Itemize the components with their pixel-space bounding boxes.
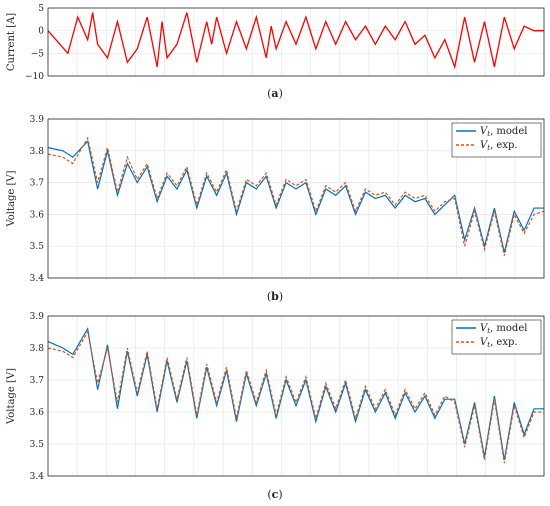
panel-c-ylabel: Voltage [V]: [6, 368, 17, 425]
panel-c: 3.9 3.8 3.7 3.6 3.5 3.4 Voltage [V] Vt, model…: [6, 312, 545, 501]
panel-b-ytick-label: 3.4: [30, 274, 45, 284]
panel-a-ytick-label: 0: [38, 27, 44, 37]
panel-a-label: (a): [267, 87, 283, 100]
panel-b-ytick-label: 3.7: [30, 179, 45, 189]
panel-b-model-line: [47, 140, 544, 253]
panel-c-ytick-label: 3.8: [30, 344, 45, 354]
panel-b-legend: Vt, model Vt, exp.: [451, 122, 542, 158]
panel-c-yticks: 3.9 3.8 3.7 3.6 3.5 3.4: [30, 312, 45, 482]
panel-b-ylabel: Voltage [V]: [6, 170, 17, 227]
panel-b-ytick-label: 3.5: [30, 242, 45, 252]
panel-b-ytick-label: 3.6: [30, 210, 45, 220]
panel-a-yticks: 5 0 −5 −10: [25, 4, 44, 82]
panel-a-ytick-label: 5: [38, 4, 44, 14]
panel-b-legend-box: [451, 122, 542, 158]
panel-c-ytick-label: 3.4: [30, 472, 45, 482]
panel-a-ylabel: Current [A]: [6, 13, 17, 71]
panel-b-ytick-label: 3.8: [30, 147, 45, 157]
panel-b-axes-box: [47, 118, 545, 279]
panel-a-current-line: [47, 12, 544, 70]
panel-a-ytick-label: −10: [25, 72, 44, 82]
panel-a-axes-box: [47, 7, 545, 77]
panel-b-yticks: 3.9 3.8 3.7 3.6 3.5 3.4: [30, 115, 45, 284]
panel-c-model-line: [47, 327, 544, 461]
panel-c-label: (c): [267, 488, 282, 501]
panel-c-legend-model-label: Vt, model: [480, 323, 527, 335]
panel-b-exp-line: [47, 136, 545, 256]
panel-a: 5 0 −5 −10 Current [A] (a): [6, 4, 545, 100]
panel-c-exp-line: [47, 330, 544, 464]
panel-a-ytick-label: −5: [31, 49, 45, 59]
panel-b-ytick-label: 3.9: [30, 115, 45, 125]
panel-c-legend-exp-label: Vt, exp.: [480, 337, 518, 349]
panel-c-ytick-label: 3.9: [30, 312, 45, 322]
panel-c-axes-box: [47, 315, 545, 477]
panel-b-label: (b): [267, 290, 283, 303]
panel-c-ytick-label: 3.7: [30, 376, 45, 386]
panel-b: 3.9 3.8 3.7 3.6 3.5 3.4 Voltage [V] Vt, model…: [6, 115, 545, 303]
panel-c-legend-box: [451, 319, 542, 355]
panel-c-ytick-label: 3.5: [30, 440, 45, 450]
panel-c-legend: Vt, model Vt, exp.: [451, 319, 542, 355]
panel-c-ytick-label: 3.6: [30, 408, 45, 418]
panel-b-legend-exp-label: Vt, exp.: [480, 140, 518, 152]
panel-b-legend-model-label: Vt, model: [480, 126, 527, 138]
